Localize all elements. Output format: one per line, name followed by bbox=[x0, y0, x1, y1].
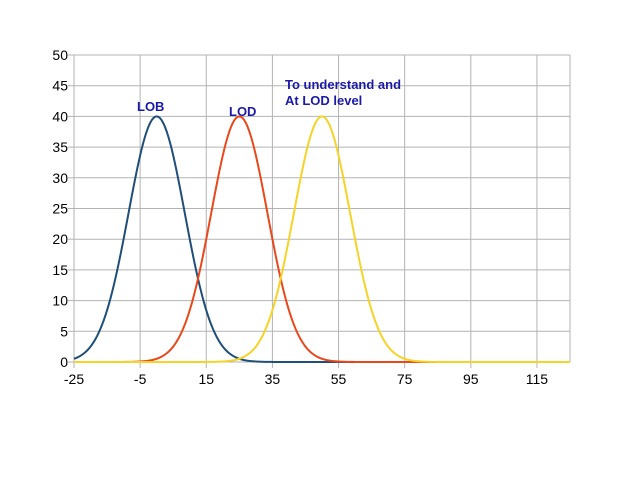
y-tick-label: 20 bbox=[52, 231, 68, 247]
y-tick-label: 0 bbox=[60, 354, 68, 370]
annotation-understand-line2: At LOD level bbox=[285, 93, 362, 108]
x-tick-label: 75 bbox=[397, 371, 413, 387]
annotation-lob: LOB bbox=[137, 99, 164, 114]
x-tick-label: 35 bbox=[265, 371, 281, 387]
y-tick-label: 15 bbox=[52, 262, 68, 278]
y-tick-label: 25 bbox=[52, 201, 68, 217]
x-tick-label: 95 bbox=[463, 371, 479, 387]
x-tick-label: -25 bbox=[64, 371, 84, 387]
y-tick-label: 40 bbox=[52, 108, 68, 124]
axes bbox=[68, 54, 538, 368]
series-line-2 bbox=[74, 115, 570, 363]
y-tick-label: 5 bbox=[60, 323, 68, 339]
y-tick-label: 30 bbox=[52, 170, 68, 186]
y-tick-labels: 0 5 10 15 20 25 30 35 40 45 50 bbox=[52, 47, 68, 370]
annotation-understand-line1: To understand and bbox=[285, 77, 401, 92]
y-tick-label: 45 bbox=[52, 78, 68, 94]
y-tick-label: 10 bbox=[52, 293, 68, 309]
series-lines bbox=[73, 115, 570, 363]
annotation-lod: LOD bbox=[229, 104, 256, 119]
x-tick-label: 55 bbox=[331, 371, 347, 387]
x-tick-label: 15 bbox=[198, 371, 214, 387]
x-tick-label: 115 bbox=[526, 371, 549, 387]
annotations: LOB LOD To understand and At LOD level bbox=[137, 77, 401, 119]
x-tick-labels: -25 -5 15 35 55 75 95 115 bbox=[64, 371, 548, 387]
y-tick-label: 50 bbox=[52, 47, 68, 63]
x-tick-label: -5 bbox=[134, 371, 147, 387]
y-tick-label: 35 bbox=[52, 139, 68, 155]
